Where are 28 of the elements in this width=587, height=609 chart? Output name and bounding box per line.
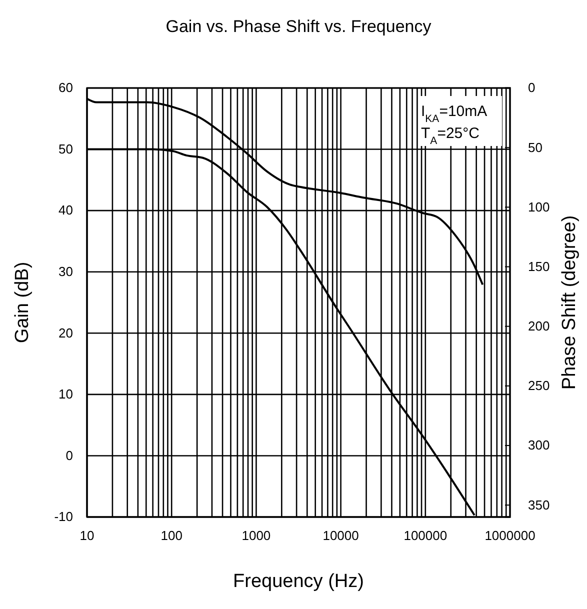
y-tick-label: -10 bbox=[54, 509, 73, 524]
y2-tick-label: 150 bbox=[528, 258, 550, 274]
x-axis-title: Frequency (Hz) bbox=[233, 571, 364, 592]
x-tick-label: 1000000 bbox=[484, 528, 536, 544]
y2-tick-label: 100 bbox=[528, 199, 550, 214]
y-tick-label: 50 bbox=[58, 141, 73, 156]
y-tick-label: 60 bbox=[58, 80, 73, 96]
y2-tick-label: 50 bbox=[528, 140, 542, 155]
y-tick-label: 40 bbox=[58, 202, 73, 218]
y-axis-title: Gain (dB) bbox=[12, 262, 33, 344]
x-tick-label: 100000 bbox=[404, 528, 448, 544]
chart-title: Gain vs. Phase Shift vs. Frequency bbox=[166, 17, 432, 36]
y2-tick-label: 200 bbox=[528, 318, 550, 334]
y2-axis-title: Phase Shift (degree) bbox=[559, 215, 580, 390]
x-tick-label: 10000 bbox=[322, 528, 359, 544]
y-tick-label: 0 bbox=[66, 448, 73, 463]
annotation: I$_{KA}$=10mA bbox=[421, 103, 488, 125]
x-tick-label: 100 bbox=[160, 528, 182, 544]
x-tick-label: 10 bbox=[80, 528, 94, 544]
y-tick-label: 20 bbox=[58, 325, 73, 340]
y2-tick-label: 300 bbox=[528, 438, 550, 453]
y-tick-label: 30 bbox=[58, 264, 73, 280]
x-tick-label: 1000 bbox=[242, 528, 271, 544]
annotation: T$_{A}$=25°C bbox=[421, 125, 480, 147]
y-tick-label: 10 bbox=[58, 386, 73, 402]
y2-tick-label: 0 bbox=[528, 80, 536, 96]
y2-tick-label: 250 bbox=[528, 378, 550, 394]
y2-tick-label: 350 bbox=[528, 497, 550, 512]
